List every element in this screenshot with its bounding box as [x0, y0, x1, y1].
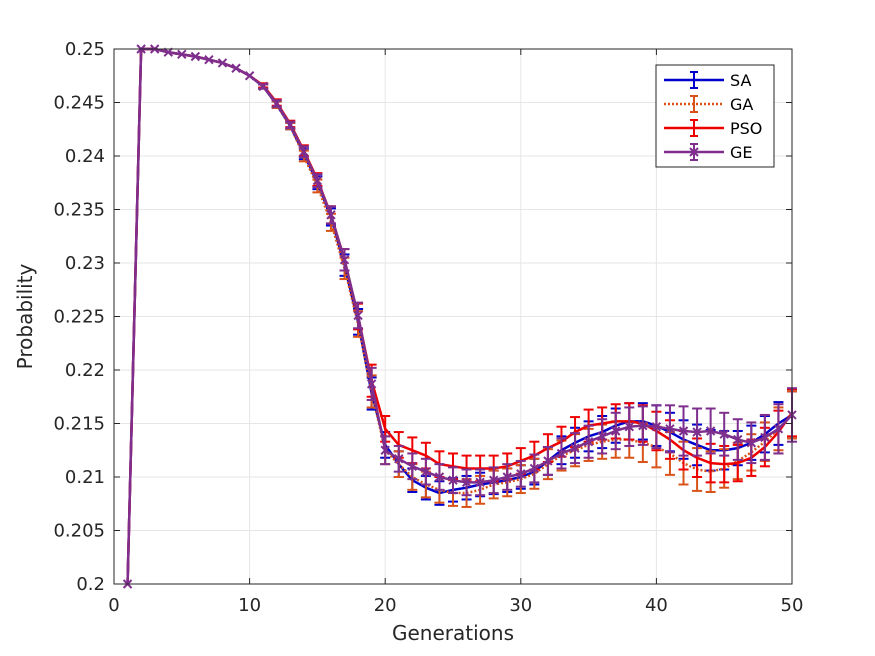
data-point-marker: [516, 469, 526, 479]
data-point-marker: [624, 422, 634, 432]
x-tick-label: 10: [238, 595, 261, 616]
legend: SA GA PSO GE: [655, 64, 775, 168]
data-point-marker: [163, 47, 173, 57]
grid-lines: [113, 48, 793, 585]
data-point-marker: [380, 445, 390, 455]
data-point-marker: [475, 477, 485, 488]
data-point-marker: [299, 147, 309, 157]
legend-item-ga: GA: [664, 95, 753, 114]
legend-box: [655, 64, 775, 168]
data-point-marker: [394, 454, 404, 464]
data-point-marker: [407, 461, 418, 472]
data-point-marker: [204, 54, 214, 65]
x-tick-label: 0: [108, 595, 119, 616]
data-point-marker: [529, 463, 540, 474]
y-tick-label: 0.235: [53, 200, 105, 221]
legend-label: GA: [730, 95, 753, 114]
y-tick-label: 0.225: [53, 307, 105, 328]
legend-item-sa: SA: [664, 71, 751, 90]
y-tick-label: 0.215: [53, 414, 105, 435]
data-point-marker: [760, 432, 770, 443]
data-point-marker: [434, 472, 445, 482]
data-point-marker: [353, 310, 363, 321]
legend-label: PSO: [730, 119, 762, 138]
data-point-marker: [312, 175, 323, 186]
data-point-marker: [570, 443, 580, 453]
data-point-marker: [543, 456, 553, 466]
data-point-marker: [556, 448, 567, 459]
data-point-marker: [746, 438, 757, 448]
data-point-marker: [231, 63, 241, 73]
legend-item-ge: GE: [664, 143, 753, 162]
data-point-marker: [244, 71, 255, 81]
data-point-marker: [488, 475, 499, 485]
y-tick-label: 0.24: [65, 146, 105, 167]
data-point-marker: [272, 98, 282, 109]
data-point-marker: [502, 472, 512, 482]
data-point-marker: [651, 422, 662, 432]
x-tick-label: 20: [374, 595, 397, 616]
data-point-marker: [461, 477, 472, 488]
y-tick-label: 0.21: [65, 467, 105, 488]
x-tick-label: 40: [645, 595, 668, 616]
y-axis-label: Probability: [13, 263, 37, 369]
data-point-marker: [692, 427, 702, 437]
data-point-marker: [773, 424, 784, 434]
data-point-marker: [285, 120, 295, 130]
data-point-marker: [665, 424, 675, 434]
data-point-marker: [448, 475, 458, 485]
data-point-marker: [258, 81, 268, 92]
data-point-marker: [719, 429, 729, 439]
legend-label: GE: [730, 143, 753, 162]
x-tick-label: 30: [509, 595, 532, 616]
series-ge: [122, 44, 797, 589]
legend-label: SA: [730, 71, 751, 90]
data-point-marker: [611, 426, 621, 436]
data-point-marker: [421, 466, 431, 477]
data-point-marker: [597, 431, 607, 442]
series-line: [126, 47, 793, 585]
y-tick-label: 0.22: [65, 360, 105, 381]
y-tick-label: 0.245: [53, 93, 105, 114]
data-point-marker: [190, 51, 201, 62]
data-point-marker: [177, 49, 187, 60]
y-tick-label: 0.205: [53, 521, 105, 542]
legend-item-pso: PSO: [664, 119, 762, 138]
y-tick-label: 0.25: [65, 39, 105, 60]
data-point-marker: [366, 379, 377, 389]
data-point-marker: [583, 436, 594, 447]
data-point-marker: [678, 426, 689, 436]
axis-ticks: 0 10 20 30 40 50 0.2 0.205 0.21 0.215 0.22 0.225 0.2…: [53, 39, 803, 616]
data-point-marker: [326, 210, 336, 220]
y-tick-label: 0.23: [65, 253, 105, 274]
data-point-marker: [638, 420, 648, 431]
data-point-marker: [733, 434, 743, 445]
y-tick-label: 0.2: [76, 574, 105, 595]
x-axis-label: Generations: [392, 621, 514, 645]
x-tick-label: 50: [781, 595, 804, 616]
data-point-marker: [705, 426, 716, 436]
data-point-marker: [339, 255, 350, 265]
data-point-marker: [217, 58, 228, 68]
